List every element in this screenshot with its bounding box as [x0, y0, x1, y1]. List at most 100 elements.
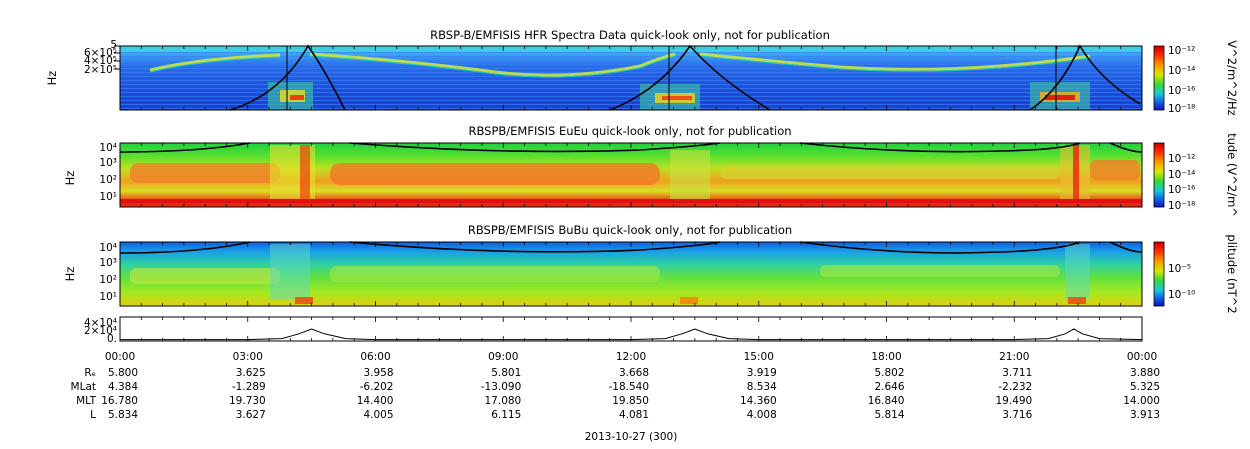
time-axis-ticks	[119, 46, 1143, 341]
panel1-colorbar-label: V^2/m^2/Hz	[1225, 40, 1239, 115]
panel4-ytick: 2×10⁴	[84, 325, 117, 337]
panel2-ytick: 10¹	[99, 191, 117, 203]
ephemeris-value: 3.716	[1002, 409, 1032, 421]
ephemeris-value: 16.840	[868, 395, 905, 407]
svg-text:10⁻¹⁴: 10⁻¹⁴	[1168, 65, 1195, 77]
ephemeris-value: 14.360	[740, 395, 777, 407]
panel3-ytick: 10¹	[99, 291, 117, 303]
series-line	[120, 328, 1143, 341]
ephemeris-value: 14.400	[357, 395, 394, 407]
time-label: 21:00	[999, 351, 1029, 363]
ephemeris-value: 4.384	[108, 381, 138, 393]
ephemeris-value: 17.080	[485, 395, 522, 407]
ephemeris-value: 14.000	[1123, 395, 1160, 407]
panel2-ytick: 10⁴	[99, 142, 117, 154]
panel4-line-chart: 4×10⁴ 2×10⁴ 0.	[84, 316, 1143, 345]
svg-text:10⁻¹⁸: 10⁻¹⁸	[1168, 103, 1195, 115]
ephemeris-value: 3.919	[747, 367, 777, 379]
ephemeris-value: -6.202	[360, 381, 394, 393]
time-label: 12:00	[616, 351, 646, 363]
panel3-heatmap	[119, 241, 1143, 307]
time-label: 18:00	[871, 351, 901, 363]
time-label: 09:00	[488, 351, 518, 363]
svg-text:10⁻¹⁴: 10⁻¹⁴	[1168, 169, 1195, 181]
panel2-colorbar: 10⁻¹² 10⁻¹⁴ 10⁻¹⁶ 10⁻¹⁸ tude (V^2/m^	[1153, 133, 1239, 217]
panel3-ytick: 10²	[99, 274, 117, 286]
ephemeris-value: 3.880	[1130, 367, 1160, 379]
time-label: 03:00	[233, 351, 263, 363]
date-label: 2013-10-27 (300)	[585, 431, 678, 443]
time-label: 15:00	[744, 351, 774, 363]
time-label: 00:00	[1127, 351, 1157, 363]
panel1-ytick: 5	[110, 39, 117, 51]
ephem-label-mlat: MLat	[71, 381, 96, 393]
ephemeris-value: 19.490	[996, 395, 1033, 407]
panel2-ytick: 10³	[99, 157, 117, 169]
ephemeris-value: 6.115	[491, 409, 521, 421]
ephemeris-value: 4.081	[619, 409, 649, 421]
ephemeris-value: -13.090	[481, 381, 522, 393]
ephemeris-value: 4.008	[747, 409, 777, 421]
ephemeris-row-labels: Rₑ MLat MLT L	[71, 367, 97, 421]
panel1-yaxis: 5 6×10⁵ 4×10⁵ 2×10⁵ Hz	[45, 39, 120, 85]
panel2-ytick: 10²	[99, 174, 117, 186]
svg-text:10⁻¹⁰: 10⁻¹⁰	[1168, 289, 1195, 301]
ephemeris-value: -2.232	[998, 381, 1032, 393]
panel2-yaxis: 10⁴ 10³ 10² 10¹ Hz	[63, 142, 117, 203]
ephem-label-l: L	[90, 409, 96, 421]
panel4-ytick: 0.	[107, 333, 117, 345]
panel3-yaxis: 10⁴ 10³ 10² 10¹ Hz	[63, 242, 117, 303]
panel2-title: RBSPB/EMFISIS EuEu quick-look only, not …	[468, 124, 791, 138]
ephemeris-value: 5.802	[874, 367, 904, 379]
ephemeris-value: 5.325	[1130, 381, 1160, 393]
ephemeris-value: -1.289	[232, 381, 266, 393]
svg-text:10⁻¹²: 10⁻¹²	[1168, 45, 1195, 57]
ephem-label-re: Rₑ	[84, 367, 96, 379]
time-axis-labels: 00:00 03:00 06:00 09:00 12:00 15:00 18:0…	[105, 351, 1157, 363]
time-label: 06:00	[360, 351, 390, 363]
panel3-colorbar-label: plitude (nT^2	[1225, 234, 1239, 313]
ephemeris-value: 3.913	[1130, 409, 1160, 421]
panel1-ytick: 4×10⁵	[84, 55, 117, 67]
ephemeris-value: -18.540	[608, 381, 649, 393]
panel3-colorbar: 10⁻⁵ 10⁻¹⁰ plitude (nT^2	[1153, 234, 1239, 314]
ephemeris-table: 5.800 3.625 3.958 5.801 3.668 3.919 5.802 3.711…	[101, 367, 1160, 421]
ephemeris-value: 19.850	[612, 395, 649, 407]
panel1-title: RBSP-B/EMFISIS HFR Spectra Data quick-lo…	[430, 28, 830, 42]
time-label: 00:00	[105, 351, 135, 363]
ephemeris-value: 4.005	[363, 409, 393, 421]
panel2-colorbar-label: tude (V^2/m^	[1225, 133, 1239, 217]
panel2-ylabel: Hz	[63, 171, 77, 186]
ephemeris-value: 3.668	[619, 367, 649, 379]
panel1-heatmap	[119, 44, 1143, 111]
ephemeris-value: 19.730	[229, 395, 266, 407]
svg-text:10⁻¹²: 10⁻¹²	[1168, 153, 1195, 165]
ephemeris-value: 16.780	[101, 395, 138, 407]
svg-text:10⁻¹⁸: 10⁻¹⁸	[1168, 200, 1195, 212]
panel1-ytick: 2×10⁵	[84, 64, 117, 76]
svg-text:10⁻⁵: 10⁻⁵	[1168, 263, 1191, 275]
ephemeris-value: 2.646	[874, 381, 904, 393]
ephemeris-value: 8.534	[747, 381, 777, 393]
panel4-ytick: 4×10⁴	[84, 317, 117, 329]
ephemeris-value: 5.834	[108, 409, 138, 421]
ephemeris-value: 3.711	[1002, 367, 1032, 379]
panel3-ytick: 10³	[99, 257, 117, 269]
ephemeris-value: 3.625	[236, 367, 266, 379]
panel3-title: RBSPB/EMFISIS BuBu quick-look only, not …	[468, 223, 792, 237]
svg-text:10⁻¹⁶: 10⁻¹⁶	[1168, 85, 1195, 97]
ephem-label-mlt: MLT	[76, 395, 96, 407]
svg-text:10⁻¹⁶: 10⁻¹⁶	[1168, 184, 1195, 196]
ephemeris-value: 3.958	[363, 367, 393, 379]
ephemeris-value: 5.800	[108, 367, 138, 379]
panel2-heatmap	[119, 142, 1143, 208]
ephemeris-value: 5.801	[491, 367, 521, 379]
ephemeris-value: 3.627	[236, 409, 266, 421]
panel3-ylabel: Hz	[63, 267, 77, 282]
ephemeris-value: 5.814	[874, 409, 904, 421]
panel1-colorbar: 10⁻¹² 10⁻¹⁴ 10⁻¹⁶ 10⁻¹⁸ V^2/m^2/Hz	[1153, 40, 1239, 116]
panel1-ytick: 6×10⁵	[84, 47, 117, 59]
panel3-ytick: 10⁴	[99, 242, 117, 254]
panel1-ylabel: Hz	[45, 71, 59, 86]
